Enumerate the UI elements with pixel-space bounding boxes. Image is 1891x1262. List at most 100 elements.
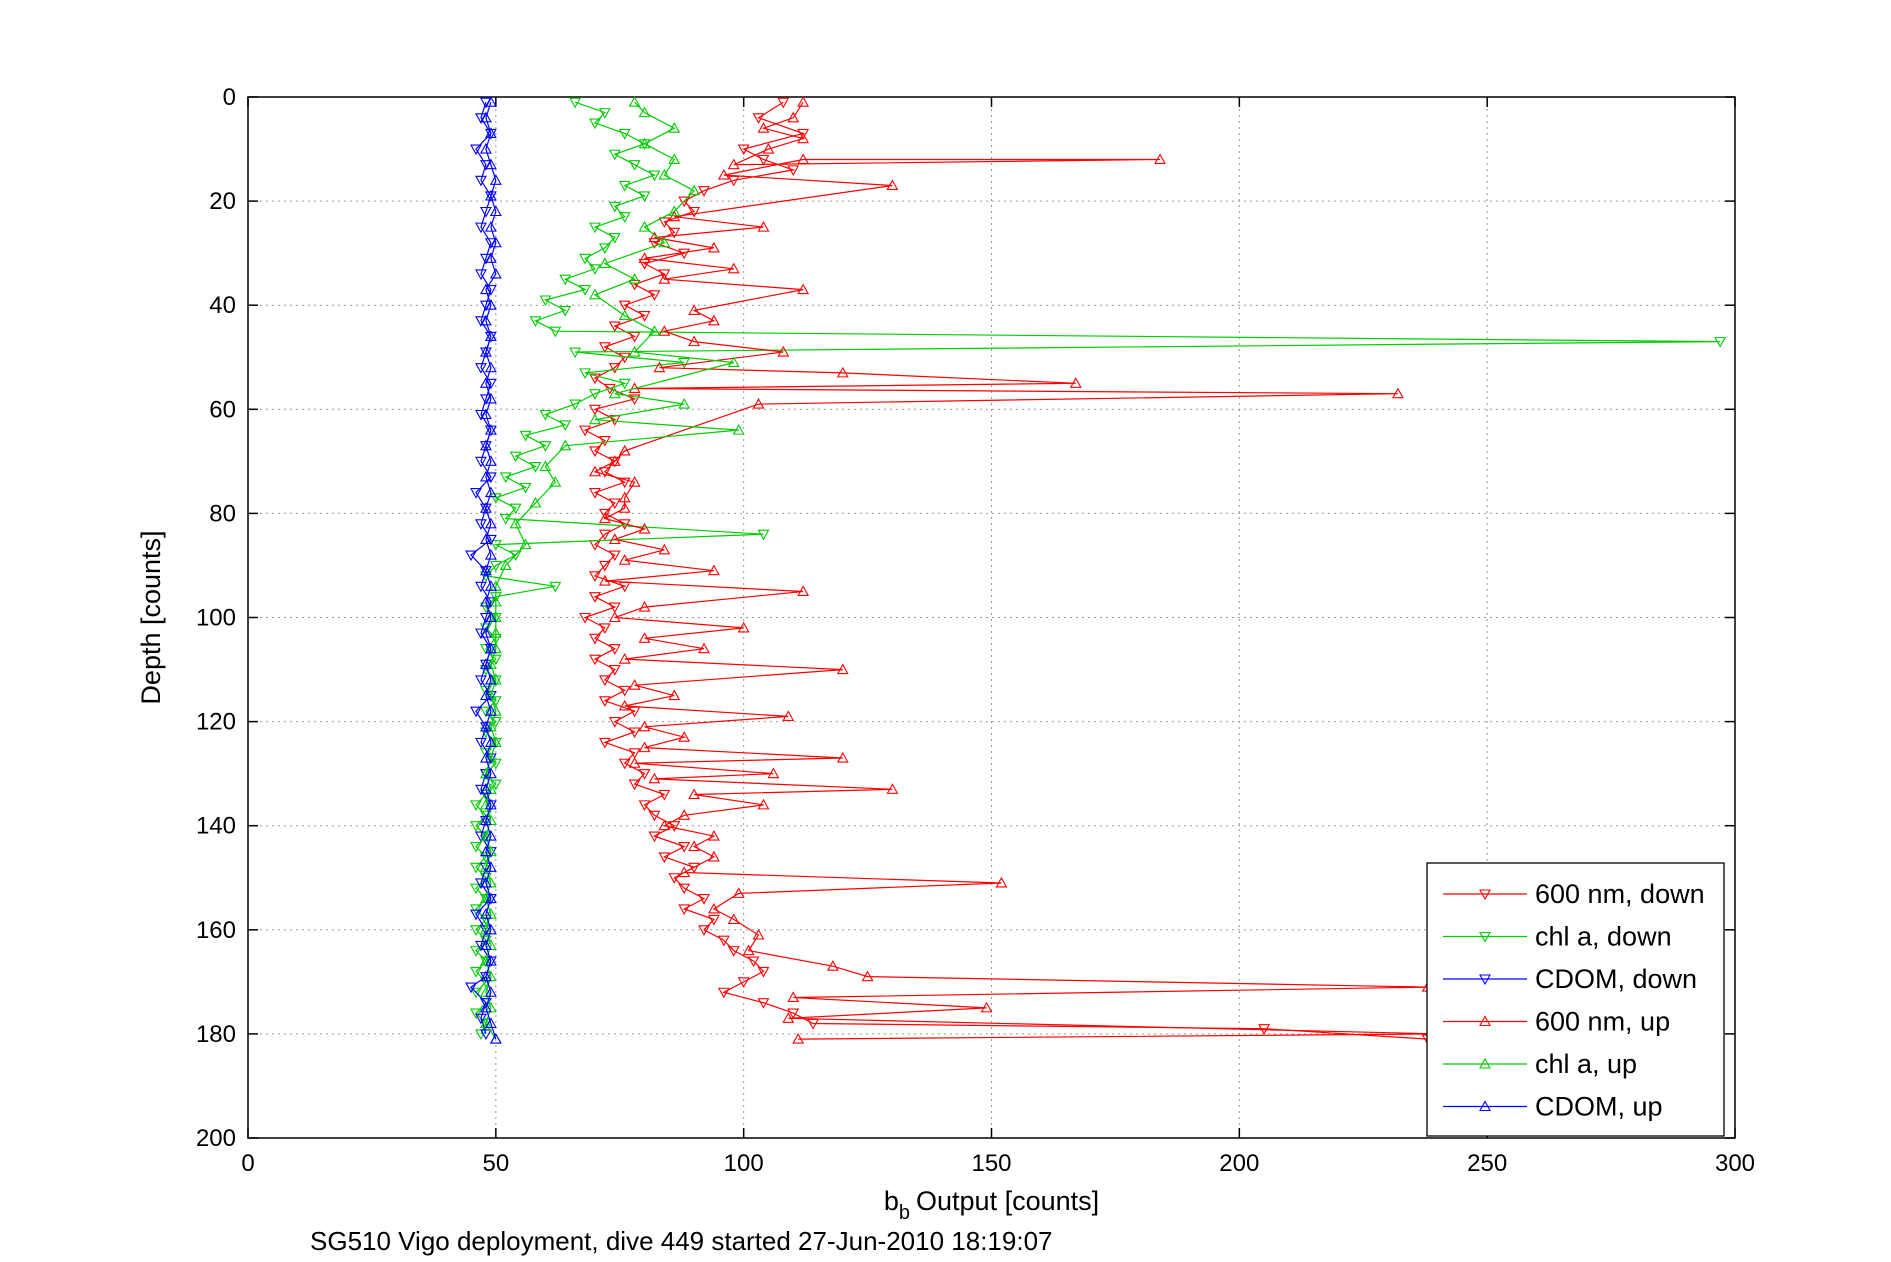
data-point-marker [757,966,770,978]
data-point-marker [638,600,651,612]
data-point-marker [484,829,497,841]
data-point-marker [608,201,621,213]
data-point-marker [678,248,691,260]
data-point-marker [638,106,651,118]
data-point-marker [470,925,482,936]
data-point-marker [470,706,482,718]
series-layer [465,96,1727,1046]
data-point-marker [509,517,522,529]
data-point-marker [479,345,492,357]
data-point-marker [479,314,492,326]
data-point-marker [628,273,641,284]
data-point-marker [648,772,661,784]
data-point-marker [484,736,497,747]
data-point-marker [688,335,701,347]
data-point-marker [638,800,651,812]
data-point-marker [489,717,502,728]
legend-label: CDOM, down [1535,964,1697,994]
data-point-marker [589,654,601,666]
data-point-marker [479,689,492,701]
data-point-marker [618,502,631,513]
data-point-marker [479,908,492,919]
data-point-marker [479,439,492,451]
data-point-marker [475,456,487,468]
data-point-marker [648,325,661,336]
data-point-marker [608,149,621,161]
data-point-marker [479,283,492,295]
data-point-marker [559,420,572,432]
data-point-marker [638,311,651,322]
data-point-marker [589,592,601,603]
series-3 [589,96,1444,1044]
series-line [593,101,1438,1040]
data-point-marker [539,441,552,452]
data-point-marker [484,1017,497,1029]
x-axis-label-subscript: b [899,1202,910,1224]
data-point-marker [678,904,691,916]
data-point-marker [479,377,492,388]
data-point-marker [618,699,631,711]
data-point-marker [688,840,701,852]
data-point-marker [628,748,641,759]
data-point-marker [479,1001,492,1013]
data-point-marker [475,175,487,187]
data-point-marker [767,767,780,779]
data-point-marker [598,623,611,635]
data-point-marker [479,935,492,947]
data-point-marker [628,96,641,107]
data-point-marker [489,758,502,770]
data-point-marker [579,253,591,265]
x-axis-label: bb Output [counts] [884,1186,1099,1224]
data-point-marker [479,564,492,576]
data-point-marker [787,991,800,1003]
data-point-marker [479,408,492,420]
data-point-marker [618,300,631,312]
data-point-marker [589,633,601,645]
data-point-marker [628,727,641,739]
data-point-marker [589,465,601,477]
y-tick-label: 160 [196,917,236,944]
data-point-marker [598,512,611,524]
data-point-marker [757,998,770,1009]
data-point-marker [519,430,532,442]
data-point-marker [589,288,601,300]
data-point-marker [638,741,651,753]
data-point-marker [688,304,701,315]
data-point-marker [658,236,671,248]
data-point-marker [698,894,710,905]
data-point-marker [489,493,502,504]
data-point-marker [1714,337,1727,348]
y-tick-label: 180 [196,1021,236,1048]
data-point-marker [1392,387,1404,399]
data-point-marker [479,1029,492,1041]
data-point-marker [489,654,502,666]
data-point-marker [489,560,502,572]
data-point-marker [747,956,760,968]
data-point-marker [484,986,497,997]
x-tick-label: 300 [1715,1150,1755,1177]
data-point-marker [757,529,770,541]
data-point-marker [479,810,492,822]
data-point-marker [732,423,745,435]
data-point-marker [777,345,790,357]
data-point-marker [678,357,691,369]
data-point-marker [638,252,651,263]
data-point-marker [757,122,770,133]
data-point-marker [836,663,849,675]
data-point-marker [479,751,492,763]
data-point-marker [678,196,691,208]
legend: 600 nm, down chl a, down CDOM, down 600 nm,… [1426,862,1725,1137]
data-point-marker [628,679,641,690]
data-point-marker [470,904,482,916]
data-point-marker [479,814,492,826]
y-axis-label: Depth [counts] [136,530,166,704]
data-point-marker [598,257,611,269]
data-point-marker [861,970,874,982]
data-point-marker [628,476,641,487]
data-point-marker [559,439,572,451]
data-point-marker [737,621,750,633]
data-point-marker [479,111,492,123]
data-point-marker [658,325,671,336]
data-point-marker [484,486,497,498]
